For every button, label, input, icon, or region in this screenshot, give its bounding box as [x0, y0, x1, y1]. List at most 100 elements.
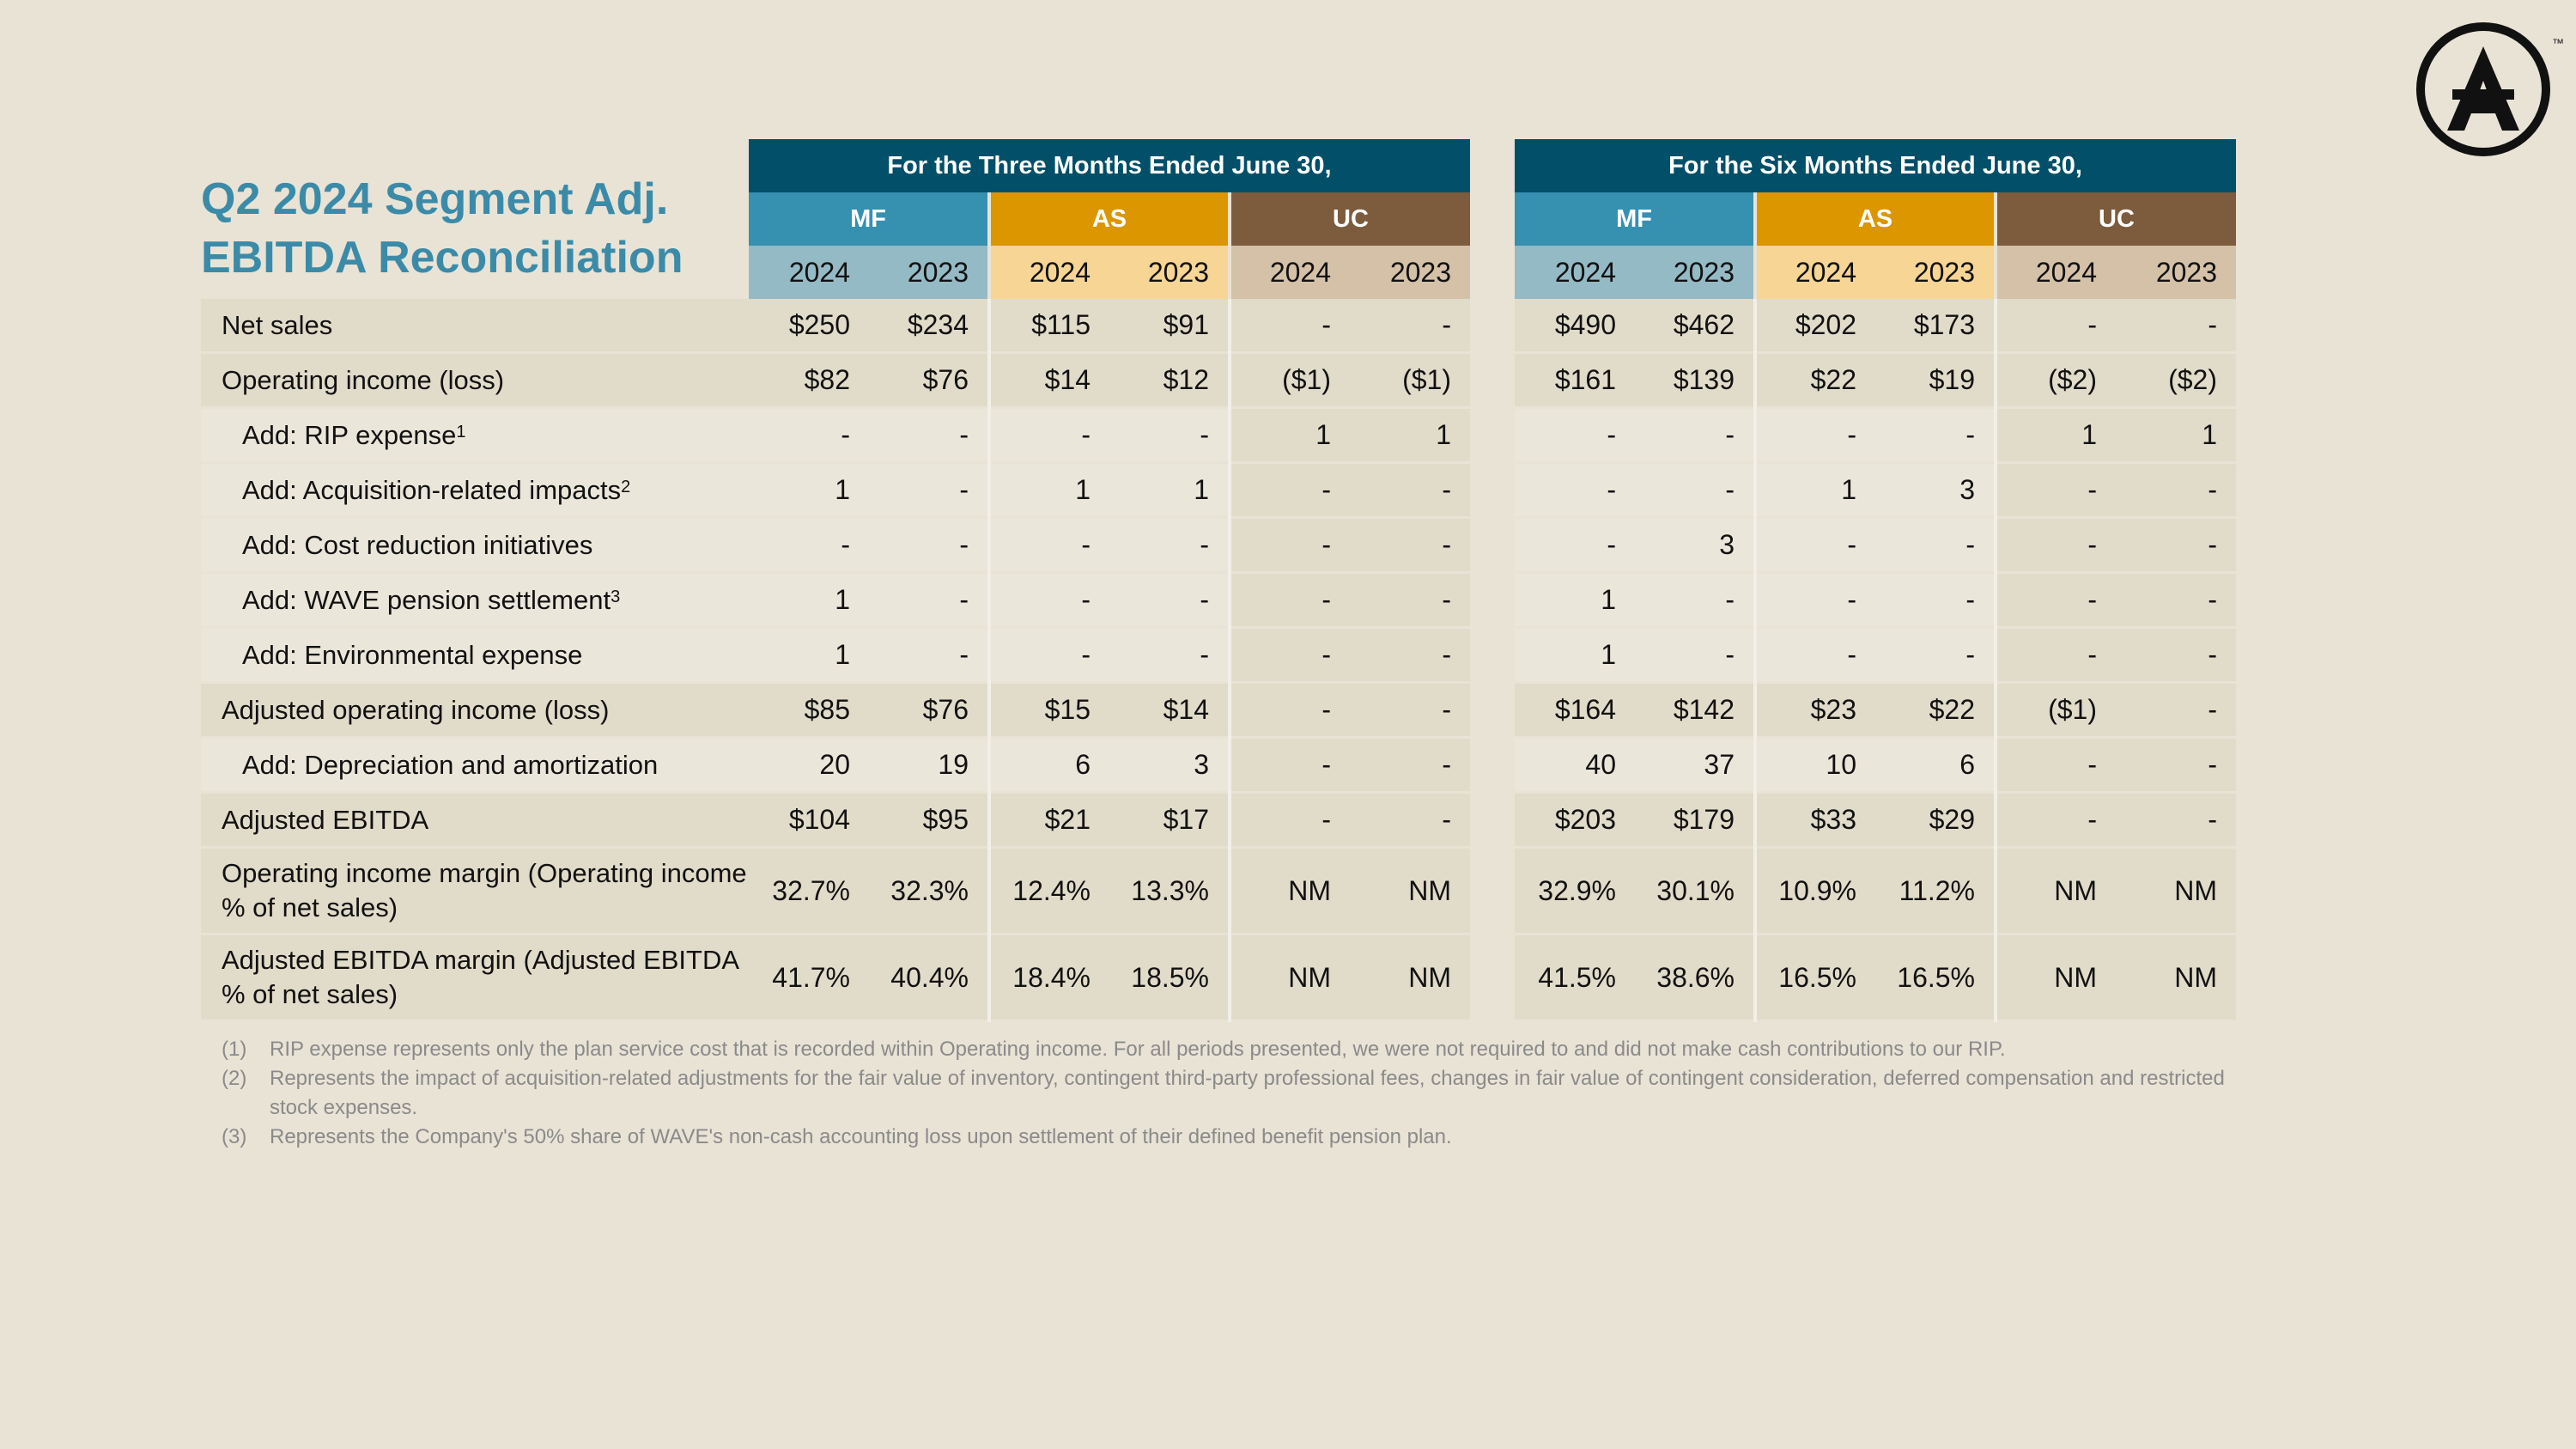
value-cell: -: [1228, 627, 1350, 684]
value-cell: -: [2116, 572, 2236, 629]
value-cell: -: [1350, 462, 1470, 519]
value-cell: -: [1228, 299, 1350, 354]
value-cell: $95: [869, 792, 989, 849]
row-label-text: Add: Depreciation and amortization: [242, 749, 659, 780]
value-cell: -: [1515, 407, 1635, 464]
value-cell: -: [1635, 627, 1755, 684]
value-cell: -: [869, 572, 989, 629]
value-cell: 30.1%: [1635, 847, 1755, 935]
segment-header-uc: UC: [1994, 192, 2236, 246]
value-cell: $76: [869, 352, 989, 409]
row-label: Add: WAVE pension settlement3: [201, 572, 749, 629]
value-cell: 38.6%: [1635, 934, 1755, 1022]
row-label-text: Add: WAVE pension settlement: [242, 584, 611, 615]
table-row: Add: Acquisition-related impacts2 1-1 1- - -…: [201, 462, 2236, 519]
year-header: 2023: [869, 246, 989, 299]
value-cell: 18.4%: [987, 934, 1109, 1022]
value-cell: NM: [2116, 934, 2236, 1022]
value-cell: ($1): [1350, 352, 1470, 409]
value-cell: $22: [1875, 682, 1996, 739]
table-row: Add: Depreciation and amortization 20 19 6 3…: [201, 737, 2236, 794]
value-cell: $14: [1109, 682, 1230, 739]
trademark-mark: ™: [2552, 36, 2564, 50]
row-label: Add: Cost reduction initiatives: [201, 517, 749, 574]
row-label-text: Adjusted EBITDA: [222, 804, 429, 835]
value-cell: 32.3%: [869, 847, 989, 935]
value-cell: 13.3%: [1109, 847, 1230, 935]
value-cell: -: [1994, 517, 2116, 574]
value-cell: -: [1635, 462, 1755, 519]
value-cell: $22: [1753, 352, 1875, 409]
value-cell: $164: [1515, 682, 1635, 739]
value-cell: $21: [987, 792, 1109, 849]
year-header: 2023: [2116, 246, 2236, 299]
value-cell: -: [1753, 572, 1875, 629]
footnote-number: (2): [222, 1067, 247, 1090]
value-cell: 6: [1875, 737, 1996, 794]
value-cell: -: [1875, 572, 1996, 629]
value-cell: -: [1109, 627, 1230, 684]
year-header: 2024: [749, 246, 869, 299]
footnote-text: Represents the impact of acquisition-rel…: [270, 1067, 2225, 1119]
row-label: Add: Environmental expense: [201, 627, 749, 684]
value-cell: -: [1875, 627, 1996, 684]
value-cell: 1: [749, 462, 869, 519]
value-cell: 1: [1109, 462, 1230, 519]
value-cell: 32.7%: [749, 847, 869, 935]
value-cell: -: [1228, 792, 1350, 849]
value-cell: -: [749, 517, 869, 574]
row-label-text: Adjusted operating income (loss): [222, 694, 610, 725]
year-header: 2023: [1350, 246, 1470, 299]
value-cell: -: [1109, 517, 1230, 574]
value-cell: 16.5%: [1753, 934, 1875, 1022]
value-cell: $82: [749, 352, 869, 409]
company-a-logo-icon: [2416, 22, 2550, 156]
year-header: 2023: [1875, 246, 1996, 299]
value-cell: $203: [1515, 792, 1635, 849]
value-cell: 12.4%: [987, 847, 1109, 935]
value-cell: 6: [987, 737, 1109, 794]
table-row: Operating income margin (Operating incom…: [201, 847, 2236, 935]
footnote-reference: 2: [621, 477, 631, 496]
row-label-text: Operating income margin (Operating incom…: [222, 858, 747, 922]
value-cell: -: [2116, 737, 2236, 794]
value-cell: ($1): [1994, 682, 2116, 739]
value-cell: $85: [749, 682, 869, 739]
value-cell: $173: [1875, 299, 1996, 354]
value-cell: -: [1350, 299, 1470, 354]
value-cell: $202: [1753, 299, 1875, 354]
year-header: 2023: [1635, 246, 1755, 299]
segment-header-uc: UC: [1228, 192, 1470, 246]
value-cell: -: [987, 517, 1109, 574]
value-cell: 1: [1515, 627, 1635, 684]
value-cell: -: [1635, 572, 1755, 629]
value-cell: NM: [1994, 934, 2116, 1022]
value-cell: -: [1515, 462, 1635, 519]
value-cell: 1: [1228, 407, 1350, 464]
value-cell: -: [869, 517, 989, 574]
value-cell: -: [1875, 407, 1996, 464]
value-cell: 40.4%: [869, 934, 989, 1022]
value-cell: $29: [1875, 792, 1996, 849]
value-cell: 41.5%: [1515, 934, 1635, 1022]
table-row: Add: WAVE pension settlement3 1- - - - -1- - - -…: [201, 572, 2236, 629]
value-cell: -: [1635, 407, 1755, 464]
value-cell: -: [1350, 682, 1470, 739]
segment-header-as: AS: [1753, 192, 1996, 246]
value-cell: -: [987, 407, 1109, 464]
value-cell: $462: [1635, 299, 1755, 354]
value-cell: -: [1994, 737, 2116, 794]
value-cell: $115: [987, 299, 1109, 354]
footnote-number: (1): [222, 1038, 247, 1061]
value-cell: 37: [1635, 737, 1755, 794]
value-cell: 1: [1753, 462, 1875, 519]
value-cell: -: [1109, 572, 1230, 629]
value-cell: -: [749, 407, 869, 464]
value-cell: $234: [869, 299, 989, 354]
value-cell: -: [1350, 792, 1470, 849]
year-header: 2024: [1515, 246, 1635, 299]
value-cell: $104: [749, 792, 869, 849]
table-row: Net sales $250 $234 $115 $91- - $490 $462 $202 $1…: [201, 299, 2236, 354]
row-label-text: Add: RIP expense: [242, 419, 457, 450]
row-label: Operating income margin (Operating incom…: [201, 847, 749, 935]
